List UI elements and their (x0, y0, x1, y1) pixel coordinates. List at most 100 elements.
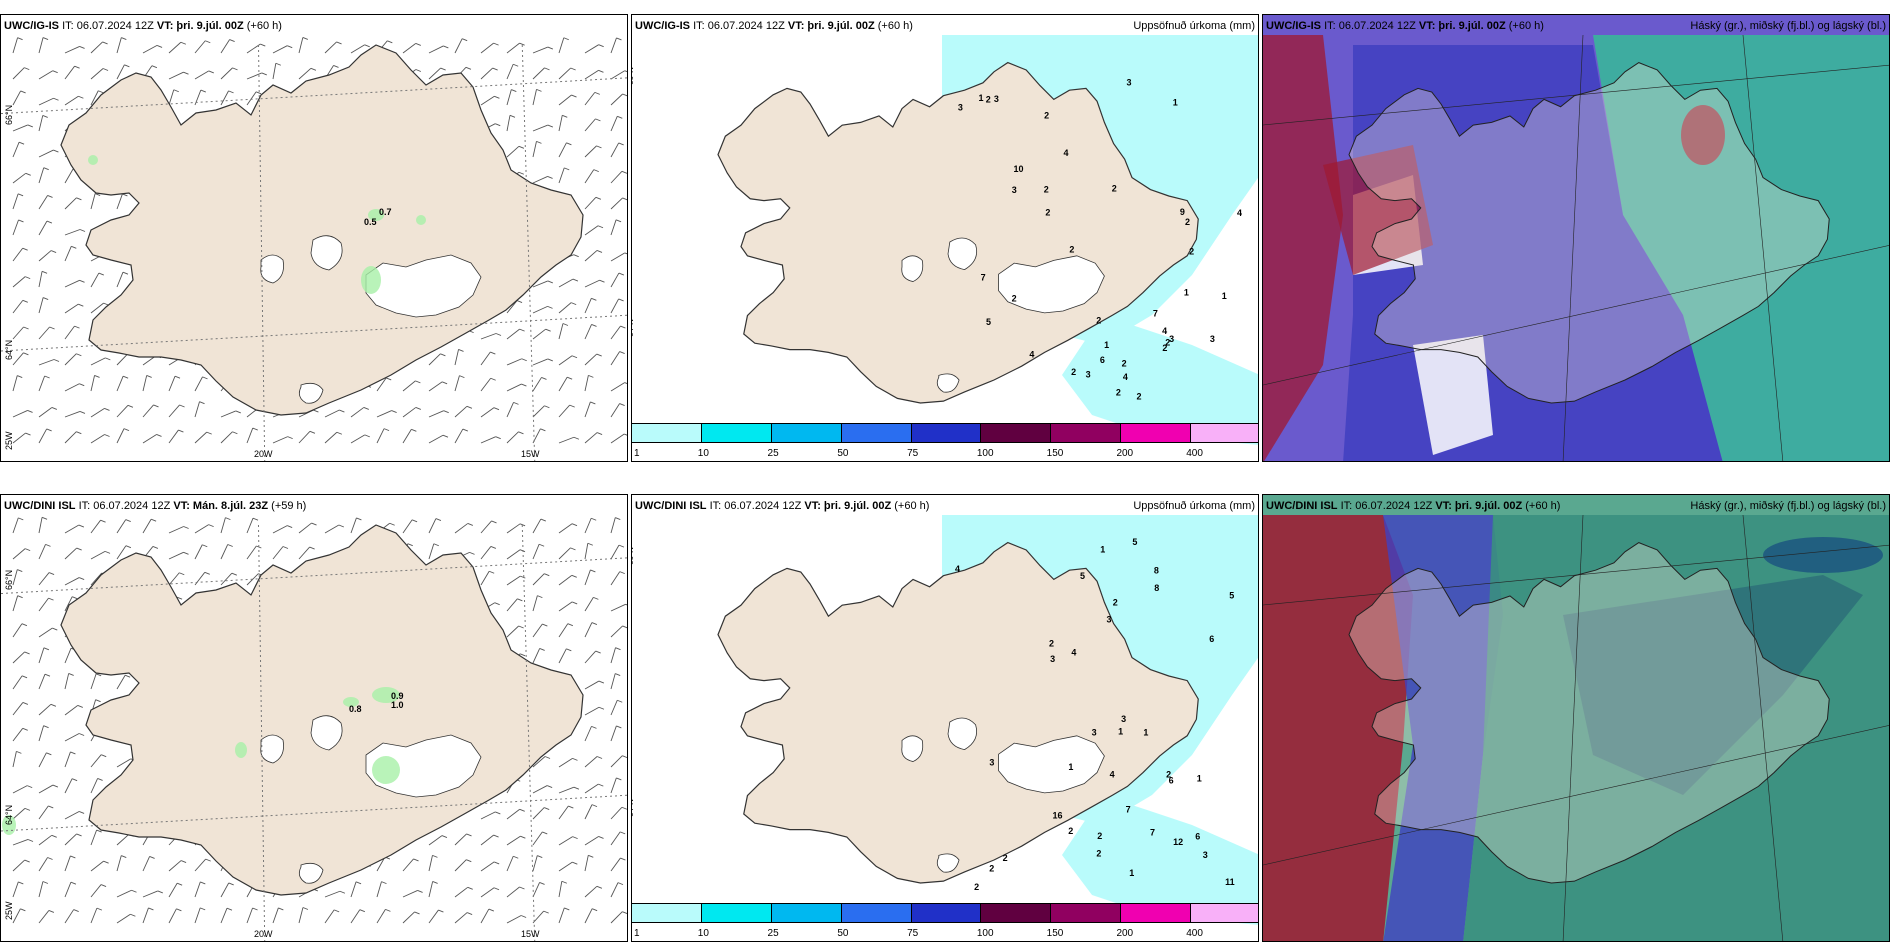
precip-value: 9 (1180, 207, 1185, 217)
wind-barb (518, 171, 525, 175)
glacier (947, 237, 978, 271)
wind-barb (402, 890, 418, 898)
wind-barb (610, 403, 621, 418)
wind-barb (53, 97, 59, 101)
wind-barb (47, 195, 53, 198)
wind-barb (466, 859, 472, 863)
precip-value: 3 (958, 103, 963, 113)
panel-title-right: Háský (gr.), miðský (fj.bl.) og lágský (… (1690, 20, 1886, 32)
wind-barb (71, 778, 78, 782)
wind-barb (95, 673, 102, 677)
lat-label-64: 64°N (631, 799, 635, 817)
wind-barb (532, 544, 540, 560)
wind-barb (480, 42, 494, 54)
precip-value: 5 (1132, 537, 1137, 547)
wind-barb (202, 376, 208, 380)
wind-barb (204, 571, 210, 575)
colorbar-label: 75 (907, 928, 919, 939)
wind-barb (176, 882, 183, 886)
wind-barb (506, 625, 519, 638)
wind-barb (610, 571, 621, 586)
wind-barb (520, 835, 526, 839)
wind-barb (572, 278, 579, 282)
wind-barb (443, 410, 449, 414)
wind-barb (12, 37, 19, 54)
precip-value: 5 (1080, 571, 1085, 581)
wind-barb (176, 596, 183, 600)
wind-barb (18, 141, 25, 145)
wind-barb (558, 37, 565, 54)
wind-barb (38, 37, 44, 54)
wind-barb (176, 908, 182, 912)
lat-label-66: 66°N (631, 547, 635, 565)
wind-barb (620, 857, 626, 861)
wind-barb (122, 193, 128, 197)
wind-barb (90, 357, 106, 366)
wind-barb (142, 907, 149, 924)
precip-value: 4 (1162, 326, 1167, 336)
wind-barb (18, 219, 24, 223)
wind-barb (480, 520, 492, 534)
wind-barb (97, 778, 103, 781)
wind-barb (584, 908, 593, 924)
wind-barb (566, 648, 572, 652)
colorbar-swatch (1191, 424, 1258, 442)
precip-patch (416, 215, 426, 225)
wind-barb (622, 197, 627, 201)
wind-barb (610, 116, 618, 132)
wind-barb (532, 756, 546, 768)
wind-barb (506, 835, 521, 846)
panel-title-right: Uppsöfnuð úrkoma (mm) (1133, 500, 1255, 512)
wind-barb (64, 524, 80, 534)
wind-barb (584, 804, 593, 820)
wind-barb (51, 407, 58, 410)
wind-barb (275, 62, 281, 66)
wind-barb (532, 377, 542, 392)
wind-barb (64, 95, 79, 106)
wind-barb (90, 375, 95, 392)
colorbar-label: 200 (1116, 928, 1134, 939)
precip-value: 4 (955, 564, 960, 574)
wind-barb (79, 411, 86, 414)
wind-barb (64, 303, 79, 314)
wind-barb (506, 856, 514, 872)
iceland-group (1348, 542, 1830, 884)
wind-barb (590, 569, 596, 573)
wind-barb (20, 908, 26, 912)
wind-barb (64, 751, 71, 768)
wind-barb (12, 193, 19, 210)
wind-barb (12, 276, 26, 288)
wind-barb (183, 71, 189, 75)
wind-barb (96, 829, 102, 833)
precip-value: 3 (1210, 334, 1215, 344)
wind-barb (459, 375, 465, 379)
wind-barb (168, 404, 180, 418)
wind-barb (206, 431, 212, 435)
wind-barb (521, 358, 527, 362)
wind-barb (64, 410, 81, 418)
wind-barb (454, 912, 468, 924)
wind-barb (519, 886, 525, 890)
wind-barb (45, 543, 51, 547)
wind-barb (46, 220, 53, 224)
wind-barb (428, 543, 435, 560)
wind-barb (521, 383, 527, 387)
clear-area (1413, 335, 1493, 455)
precip-value: 3 (1203, 850, 1208, 860)
wind-barb (610, 625, 623, 638)
wind-barb (168, 429, 179, 444)
wind-barb (168, 860, 182, 872)
wind-barb (116, 674, 126, 690)
wind-barb (573, 436, 580, 440)
wind-barb (454, 375, 460, 392)
precip-value: 2 (1068, 826, 1073, 836)
wind-barb (64, 431, 77, 444)
wind-barb (584, 569, 591, 586)
precip-patch (368, 209, 384, 221)
wind-barb (547, 305, 553, 309)
lat-label-64: 64°N (4, 339, 14, 360)
wind-barb (12, 623, 23, 638)
wind-barb (480, 333, 497, 340)
wind-barb (558, 601, 573, 612)
wind-barb (73, 909, 79, 912)
